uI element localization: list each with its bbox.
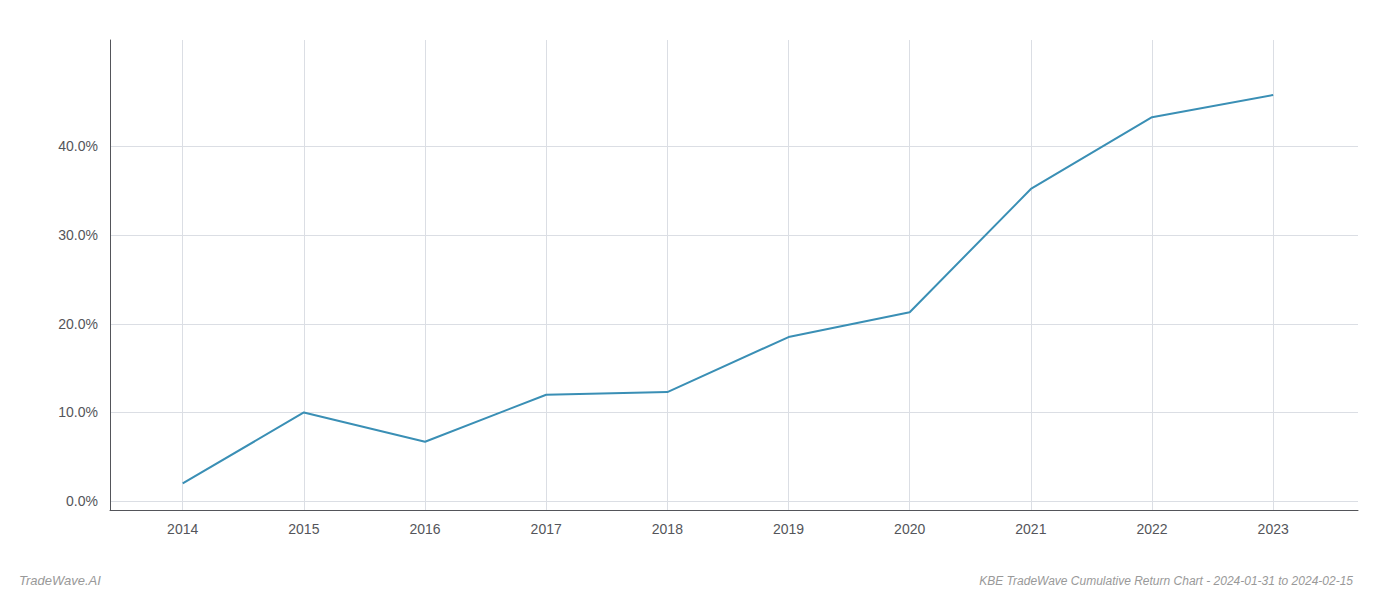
svg-text:20.0%: 20.0% — [58, 316, 98, 332]
svg-text:2014: 2014 — [167, 521, 198, 537]
svg-text:2017: 2017 — [531, 521, 562, 537]
svg-text:TradeWave.AI: TradeWave.AI — [19, 573, 101, 588]
svg-text:2019: 2019 — [773, 521, 804, 537]
svg-text:30.0%: 30.0% — [58, 227, 98, 243]
svg-text:2020: 2020 — [894, 521, 925, 537]
svg-text:10.0%: 10.0% — [58, 404, 98, 420]
svg-text:KBE TradeWave Cumulative Retur: KBE TradeWave Cumulative Return Chart - … — [979, 574, 1353, 588]
svg-text:2023: 2023 — [1258, 521, 1289, 537]
svg-text:0.0%: 0.0% — [66, 493, 98, 509]
svg-text:2018: 2018 — [652, 521, 683, 537]
svg-text:2022: 2022 — [1136, 521, 1167, 537]
svg-text:2021: 2021 — [1015, 521, 1046, 537]
svg-text:2015: 2015 — [288, 521, 319, 537]
svg-text:2016: 2016 — [409, 521, 440, 537]
svg-text:40.0%: 40.0% — [58, 138, 98, 154]
